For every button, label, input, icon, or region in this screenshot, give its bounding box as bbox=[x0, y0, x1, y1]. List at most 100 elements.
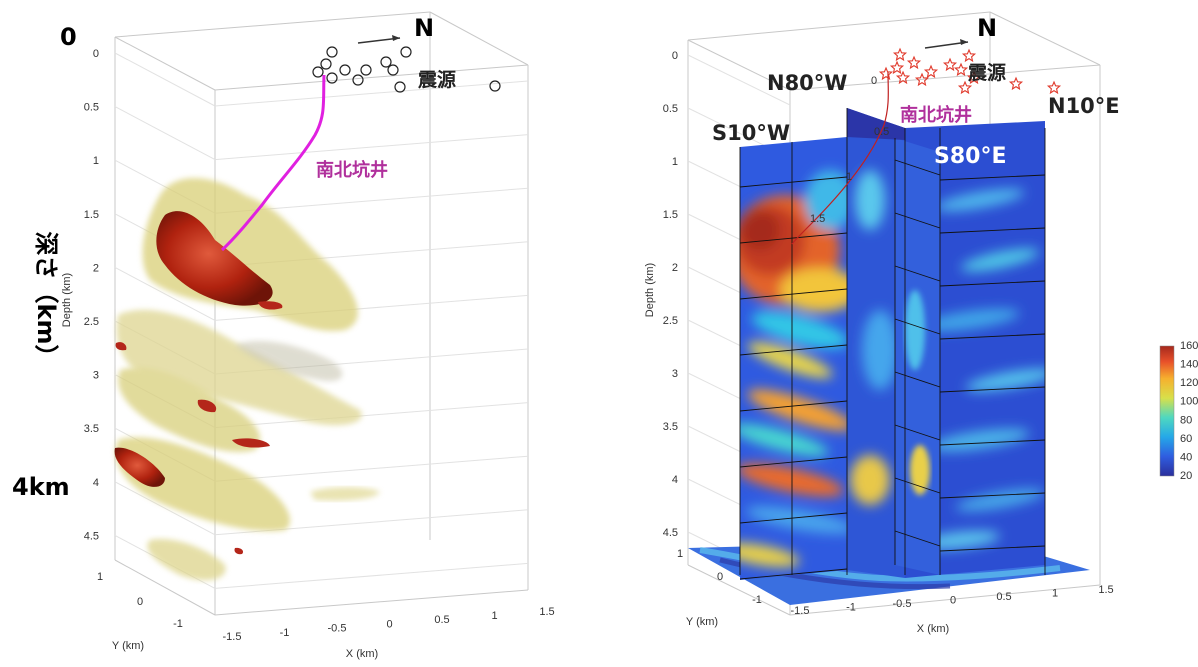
borehole-depth-mark: 0.5 bbox=[874, 126, 889, 138]
hypocenter-point bbox=[339, 64, 351, 76]
hypocenter-point bbox=[326, 72, 338, 84]
hypocenter-star bbox=[957, 80, 973, 95]
right-x-tick: -0.5 bbox=[893, 598, 912, 610]
left-gridline bbox=[214, 562, 529, 589]
left-y-tick: 1 bbox=[97, 571, 103, 583]
iso-yellow-bottom bbox=[115, 437, 290, 531]
left-gridline bbox=[114, 266, 216, 321]
right-depth-axis-label: Depth (km) bbox=[644, 263, 656, 317]
right-depth-tick: 2.5 bbox=[663, 315, 678, 327]
right-x-tick: -1.5 bbox=[791, 605, 810, 617]
right-north-label: N bbox=[977, 14, 997, 42]
left-y-tick: -1 bbox=[173, 618, 183, 630]
slice-grid-o bbox=[894, 318, 941, 335]
left-north-label: N bbox=[414, 14, 434, 42]
left-x-axis-label: X (km) bbox=[346, 648, 378, 660]
borehole-depth-mark: 1 bbox=[846, 171, 852, 183]
left-x-tick: -1 bbox=[280, 627, 290, 639]
borehole-depth-mark: 1.5 bbox=[810, 213, 825, 225]
iso-red-small-4 bbox=[232, 438, 270, 448]
left-y-tick: 0 bbox=[137, 596, 143, 608]
right-x-tick: 0.5 bbox=[996, 591, 1011, 603]
colorbar-tick: 160 bbox=[1180, 340, 1198, 352]
hypocenter-star bbox=[942, 57, 958, 72]
left-x-tick: 1 bbox=[491, 610, 497, 622]
left-borehole-label: 南北坑井 bbox=[316, 159, 388, 181]
right-x-tick: -1 bbox=[846, 602, 856, 614]
hypocenter-star bbox=[923, 64, 939, 79]
iso-red-small-1 bbox=[258, 301, 283, 310]
hypocenter-star bbox=[953, 62, 969, 77]
right-x-tick-labels: -1.5 -1 -0.5 0 0.5 1 1.5 bbox=[791, 584, 1114, 617]
left-depth-tick: 4 bbox=[93, 477, 99, 489]
slice-grid-h bbox=[939, 386, 1046, 393]
slice-gridlines bbox=[739, 108, 1046, 580]
right-y-tick: -1 bbox=[752, 594, 762, 606]
right-depth-tick: 3 bbox=[672, 368, 678, 380]
right-y-tick: 1 bbox=[677, 548, 683, 560]
colorbar-tick-labels: 160 140 120 100 80 60 40 20 bbox=[1180, 340, 1198, 482]
iso-gray-shadow bbox=[235, 340, 343, 382]
colorbar-tick: 140 bbox=[1180, 359, 1198, 371]
colorbar-tick: 80 bbox=[1180, 414, 1192, 426]
right-y-tick-labels: 1 0 -1 bbox=[677, 548, 762, 606]
left-gridline bbox=[114, 52, 216, 107]
slice-grid-o bbox=[894, 159, 941, 176]
right-depth-tick: 2 bbox=[672, 262, 678, 274]
right-borehole-label: 南北坑井 bbox=[900, 104, 972, 126]
colorbar-tick: 100 bbox=[1180, 396, 1198, 408]
left-box-frame bbox=[114, 11, 529, 616]
left-gridline bbox=[214, 402, 529, 429]
slice-grid-h bbox=[739, 456, 848, 468]
hypocenter-star bbox=[1008, 76, 1024, 91]
borehole-trajectory-right bbox=[791, 71, 889, 245]
left-depth-tick-labels: 0 0.5 1 1.5 2 2.5 3 3.5 4 4.5 bbox=[84, 48, 99, 542]
hypocenter-star bbox=[892, 47, 908, 62]
borehole-trajectory-left bbox=[220, 74, 326, 252]
colorbar bbox=[1159, 345, 1175, 477]
left-label-depth: 深さ（km） bbox=[32, 232, 60, 369]
hypocenter-star bbox=[914, 72, 930, 87]
right-chart: 0 0.5 1 1.5 0 0.5 1 1.5 2 2.5 3 3.5 4 4.5 Depth (km)… bbox=[644, 11, 1198, 635]
iso-yellow-upper bbox=[142, 178, 358, 331]
hypocenter-star bbox=[889, 60, 905, 75]
slice-grid-h bbox=[939, 333, 1046, 340]
right-x-tick: 1 bbox=[1052, 588, 1058, 600]
iso-yellow-lower bbox=[118, 367, 261, 452]
right-hypocenter-label: 震源 bbox=[968, 61, 1006, 84]
left-gridline bbox=[214, 80, 529, 107]
left-depth-tick: 2.5 bbox=[84, 316, 99, 328]
north-arrow-icon-right bbox=[924, 39, 969, 49]
right-depth-tick: 3.5 bbox=[663, 421, 678, 433]
hypocenter-point bbox=[394, 81, 406, 93]
slice-grid-h bbox=[739, 400, 848, 412]
left-depth-tick: 3.5 bbox=[84, 423, 99, 435]
slice-grid-h bbox=[939, 280, 1046, 287]
left-gridline bbox=[214, 294, 529, 321]
hypocenter-star bbox=[906, 55, 922, 70]
direction-n80w: N80°W bbox=[767, 71, 847, 95]
hypocenter-star bbox=[895, 70, 911, 85]
hypocenter-star bbox=[1046, 80, 1062, 95]
left-x-tick: 0 bbox=[386, 618, 392, 630]
hypocenter-star bbox=[878, 66, 894, 81]
right-x-axis-label: X (km) bbox=[917, 623, 949, 635]
left-hypocenter-label: 震源 bbox=[418, 68, 456, 91]
iso-red-small-5 bbox=[234, 547, 244, 555]
iso-yellow-base bbox=[147, 539, 226, 581]
left-gridline bbox=[114, 481, 216, 536]
hypocenter-point bbox=[360, 64, 372, 76]
borehole-depth-mark: 0 bbox=[871, 75, 877, 87]
left-depth-tick: 4.5 bbox=[84, 530, 99, 542]
right-y-tick: 0 bbox=[717, 571, 723, 583]
slice-grid-h bbox=[739, 288, 848, 300]
right-depth-tick: 1 bbox=[672, 156, 678, 168]
slice-oblique bbox=[895, 138, 940, 575]
left-depth-tick: 2 bbox=[93, 262, 99, 274]
slice-grid-h bbox=[939, 492, 1046, 499]
hypocenter-point bbox=[489, 80, 501, 92]
left-depth-tick: 1.5 bbox=[84, 209, 99, 221]
left-depth-tick: 0 bbox=[93, 48, 99, 60]
right-y-axis-label: Y (km) bbox=[686, 616, 718, 628]
hypocenter-star bbox=[961, 48, 977, 63]
